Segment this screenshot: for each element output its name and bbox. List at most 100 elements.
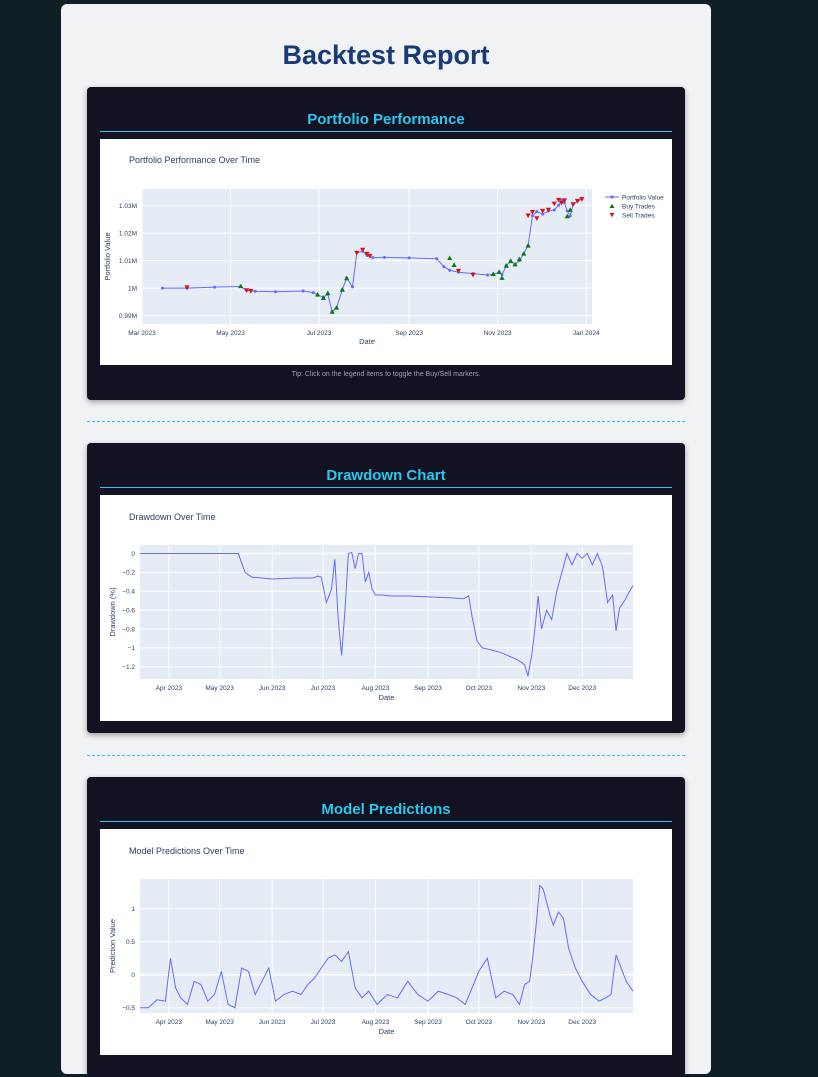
x-tick-label: Apr 2023 xyxy=(156,685,183,692)
y-tick-label: 0.99M xyxy=(119,313,137,320)
x-tick-label: Sep 2023 xyxy=(395,330,423,337)
legend-label: Portfolio Value xyxy=(622,194,664,201)
chart-title: Portfolio Performance Over Time xyxy=(129,155,260,165)
series-point xyxy=(442,265,446,269)
sell-trade-marker xyxy=(243,288,250,293)
buy-trade-marker xyxy=(567,207,573,212)
buy-trade-marker xyxy=(447,255,453,261)
y-tick-label: 1.02M xyxy=(119,230,137,237)
sell-trade-marker xyxy=(367,254,373,259)
legend-tip: Tip: Click on the legend items to toggle… xyxy=(291,371,481,378)
y-tick-label: 1.01M xyxy=(119,258,137,265)
x-tick-label: Dec 2023 xyxy=(568,1019,596,1026)
heading-rule xyxy=(100,131,672,132)
legend-swatch-marker xyxy=(610,195,614,199)
buy-trade-marker xyxy=(329,309,335,314)
series-point xyxy=(407,256,411,260)
plot-area xyxy=(140,545,633,679)
x-axis-label: Date xyxy=(359,337,375,346)
buy-trade-marker xyxy=(503,263,509,268)
x-tick-label: Mar 2023 xyxy=(128,330,156,337)
legend-swatch-buy xyxy=(609,203,615,208)
y-axis-label: Portfolio Value xyxy=(103,232,112,280)
sell-trade-marker xyxy=(556,197,562,203)
buy-trade-marker xyxy=(512,261,518,267)
series-point xyxy=(500,273,504,277)
predictions-chart-svg[interactable]: Model Predictions Over Time Apr 2023 May 2… xyxy=(100,829,672,1055)
y-tick-label: −1.2 xyxy=(122,664,135,671)
x-tick-label: Nov 2023 xyxy=(517,685,545,692)
buy-trade-marker xyxy=(451,262,457,267)
sell-trade-marker xyxy=(184,285,190,291)
series-point xyxy=(448,268,452,272)
drawdown-chart[interactable]: Drawdown Over Time Apr 2023 May 2023 Jun 20… xyxy=(100,495,672,721)
y-tick-label: −0.4 xyxy=(122,589,135,596)
series-point xyxy=(371,256,375,260)
page-title: Backtest Report xyxy=(282,40,490,70)
portfolio-chart[interactable]: Portfolio Performance Over Time Mar 2023 M… xyxy=(100,139,672,365)
sell-trade-marker xyxy=(540,208,546,214)
x-tick-label: Oct 2023 xyxy=(466,685,493,692)
series-point xyxy=(160,286,164,290)
sell-trade-marker xyxy=(455,268,462,274)
sell-trade-marker xyxy=(574,198,581,204)
y-tick-label: 1M xyxy=(128,285,137,292)
buy-trade-marker xyxy=(320,295,327,301)
x-tick-label: Aug 2023 xyxy=(362,685,390,692)
report-page: Backtest Report Portfolio Performance Po… xyxy=(61,4,711,1077)
sell-trade-marker xyxy=(551,201,557,207)
series-point xyxy=(382,255,386,259)
y-tick-label: 0.5 xyxy=(126,939,135,946)
x-axis-label: Date xyxy=(379,693,395,702)
predictions-chart[interactable]: Model Predictions Over Time Apr 2023 May 2… xyxy=(100,829,672,1055)
y-axis-label: Prediction Value xyxy=(108,919,117,973)
portfolio-chart-svg[interactable]: Portfolio Performance Over Time Mar 2023 M… xyxy=(100,139,672,365)
series-point xyxy=(552,208,556,212)
y-tick-label: 1.03M xyxy=(119,203,137,210)
x-tick-label: Aug 2023 xyxy=(362,1019,390,1026)
buy-trade-marker xyxy=(333,305,340,310)
chart-title: Model Predictions Over Time xyxy=(129,846,245,856)
buy-trade-marker xyxy=(315,291,321,297)
x-tick-label: May 2023 xyxy=(205,685,234,692)
series-line xyxy=(140,551,634,677)
series-line xyxy=(140,884,634,1009)
series-point xyxy=(350,285,354,289)
x-tick-label: Nov 2023 xyxy=(484,330,512,337)
portfolio-performance-card: Portfolio Performance Portfolio Performa… xyxy=(87,87,685,400)
plot-area xyxy=(140,879,633,1013)
buy-trade-marker xyxy=(344,275,350,281)
y-tick-label: −0.2 xyxy=(122,570,135,577)
section-heading: Model Predictions xyxy=(321,801,451,818)
section-divider xyxy=(87,755,685,756)
sell-trade-marker xyxy=(579,196,585,202)
buy-trade-marker xyxy=(325,290,331,296)
sell-trade-marker xyxy=(570,202,576,207)
series-point xyxy=(301,289,305,293)
series-point xyxy=(530,214,534,218)
series-point xyxy=(435,257,439,261)
series-point xyxy=(541,212,545,216)
section-divider xyxy=(87,421,685,422)
buy-trade-marker xyxy=(496,269,502,274)
x-tick-label: Jul 2023 xyxy=(311,1019,336,1026)
x-tick-label: Sep 2023 xyxy=(414,1019,442,1026)
legend-swatch-sell xyxy=(609,213,615,218)
x-tick-label: Jun 2023 xyxy=(259,685,286,692)
model-predictions-card: Model Predictions Model Predictions Over… xyxy=(87,777,685,1077)
x-tick-label: Jan 2024 xyxy=(573,330,600,337)
series-point xyxy=(560,198,564,202)
y-tick-label: −0.6 xyxy=(122,607,135,614)
sell-trade-marker xyxy=(529,209,536,215)
buy-trade-marker xyxy=(525,243,531,248)
y-tick-label: −1 xyxy=(128,645,136,652)
series-point xyxy=(253,289,257,293)
drawdown-card: Drawdown Chart Drawdown Over Time Apr 202… xyxy=(87,443,685,733)
drawdown-chart-svg[interactable]: Drawdown Over Time Apr 2023 May 2023 Jun 20… xyxy=(100,495,672,721)
x-tick-label: Apr 2023 xyxy=(156,1019,183,1026)
x-tick-label: May 2023 xyxy=(216,330,245,337)
x-tick-label: Sep 2023 xyxy=(414,685,442,692)
x-tick-label: Oct 2023 xyxy=(466,1019,493,1026)
series-point xyxy=(535,210,539,214)
chart-title: Drawdown Over Time xyxy=(129,512,216,522)
